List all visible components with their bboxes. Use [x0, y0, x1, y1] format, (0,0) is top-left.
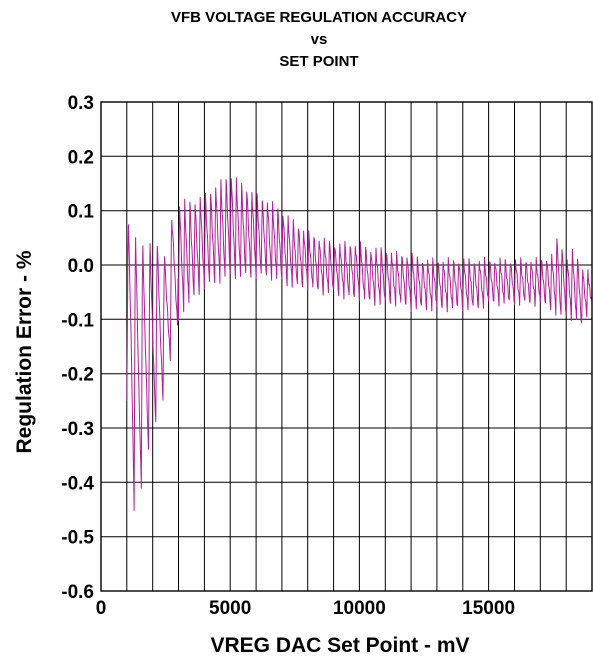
x-tick-label: 15000 — [462, 598, 515, 619]
x-tick-labels: 0 5000 10000 15000 — [96, 598, 515, 619]
chart-title-line-1: VFB VOLTAGE REGULATION ACCURACY — [171, 9, 467, 26]
series-line-regulation-error — [126, 177, 593, 511]
y-tick-label: 0.3 — [68, 93, 94, 114]
y-tick-label: 0.1 — [68, 202, 95, 223]
x-tick-label: 5000 — [209, 598, 251, 619]
y-tick-label: -0.3 — [61, 419, 94, 440]
y-tick-labels: 0.3 0.2 0.1 0.0 -0.1 -0.2 -0.3 -0.4 -0.5 -0.6 — [61, 93, 94, 603]
y-axis-label: Regulation Error - % — [13, 250, 36, 453]
series-layer — [126, 177, 593, 511]
grid — [101, 102, 592, 591]
chart-title-line-2: vs — [311, 31, 328, 48]
x-tick-label: 0 — [96, 598, 107, 619]
y-tick-label: -0.6 — [61, 582, 94, 603]
chart-title-line-3: SET POINT — [279, 53, 358, 70]
plot-frame — [100, 101, 593, 592]
y-tick-label: 0.0 — [68, 256, 94, 277]
y-tick-label: -0.1 — [61, 310, 94, 331]
x-tick-label: 10000 — [333, 598, 386, 619]
y-tick-label: 0.2 — [68, 147, 94, 168]
y-tick-label: -0.2 — [61, 365, 94, 386]
x-axis-label: VREG DAC Set Point - mV — [210, 634, 469, 657]
y-tick-label: -0.5 — [61, 528, 94, 549]
y-tick-label: -0.4 — [61, 473, 94, 494]
